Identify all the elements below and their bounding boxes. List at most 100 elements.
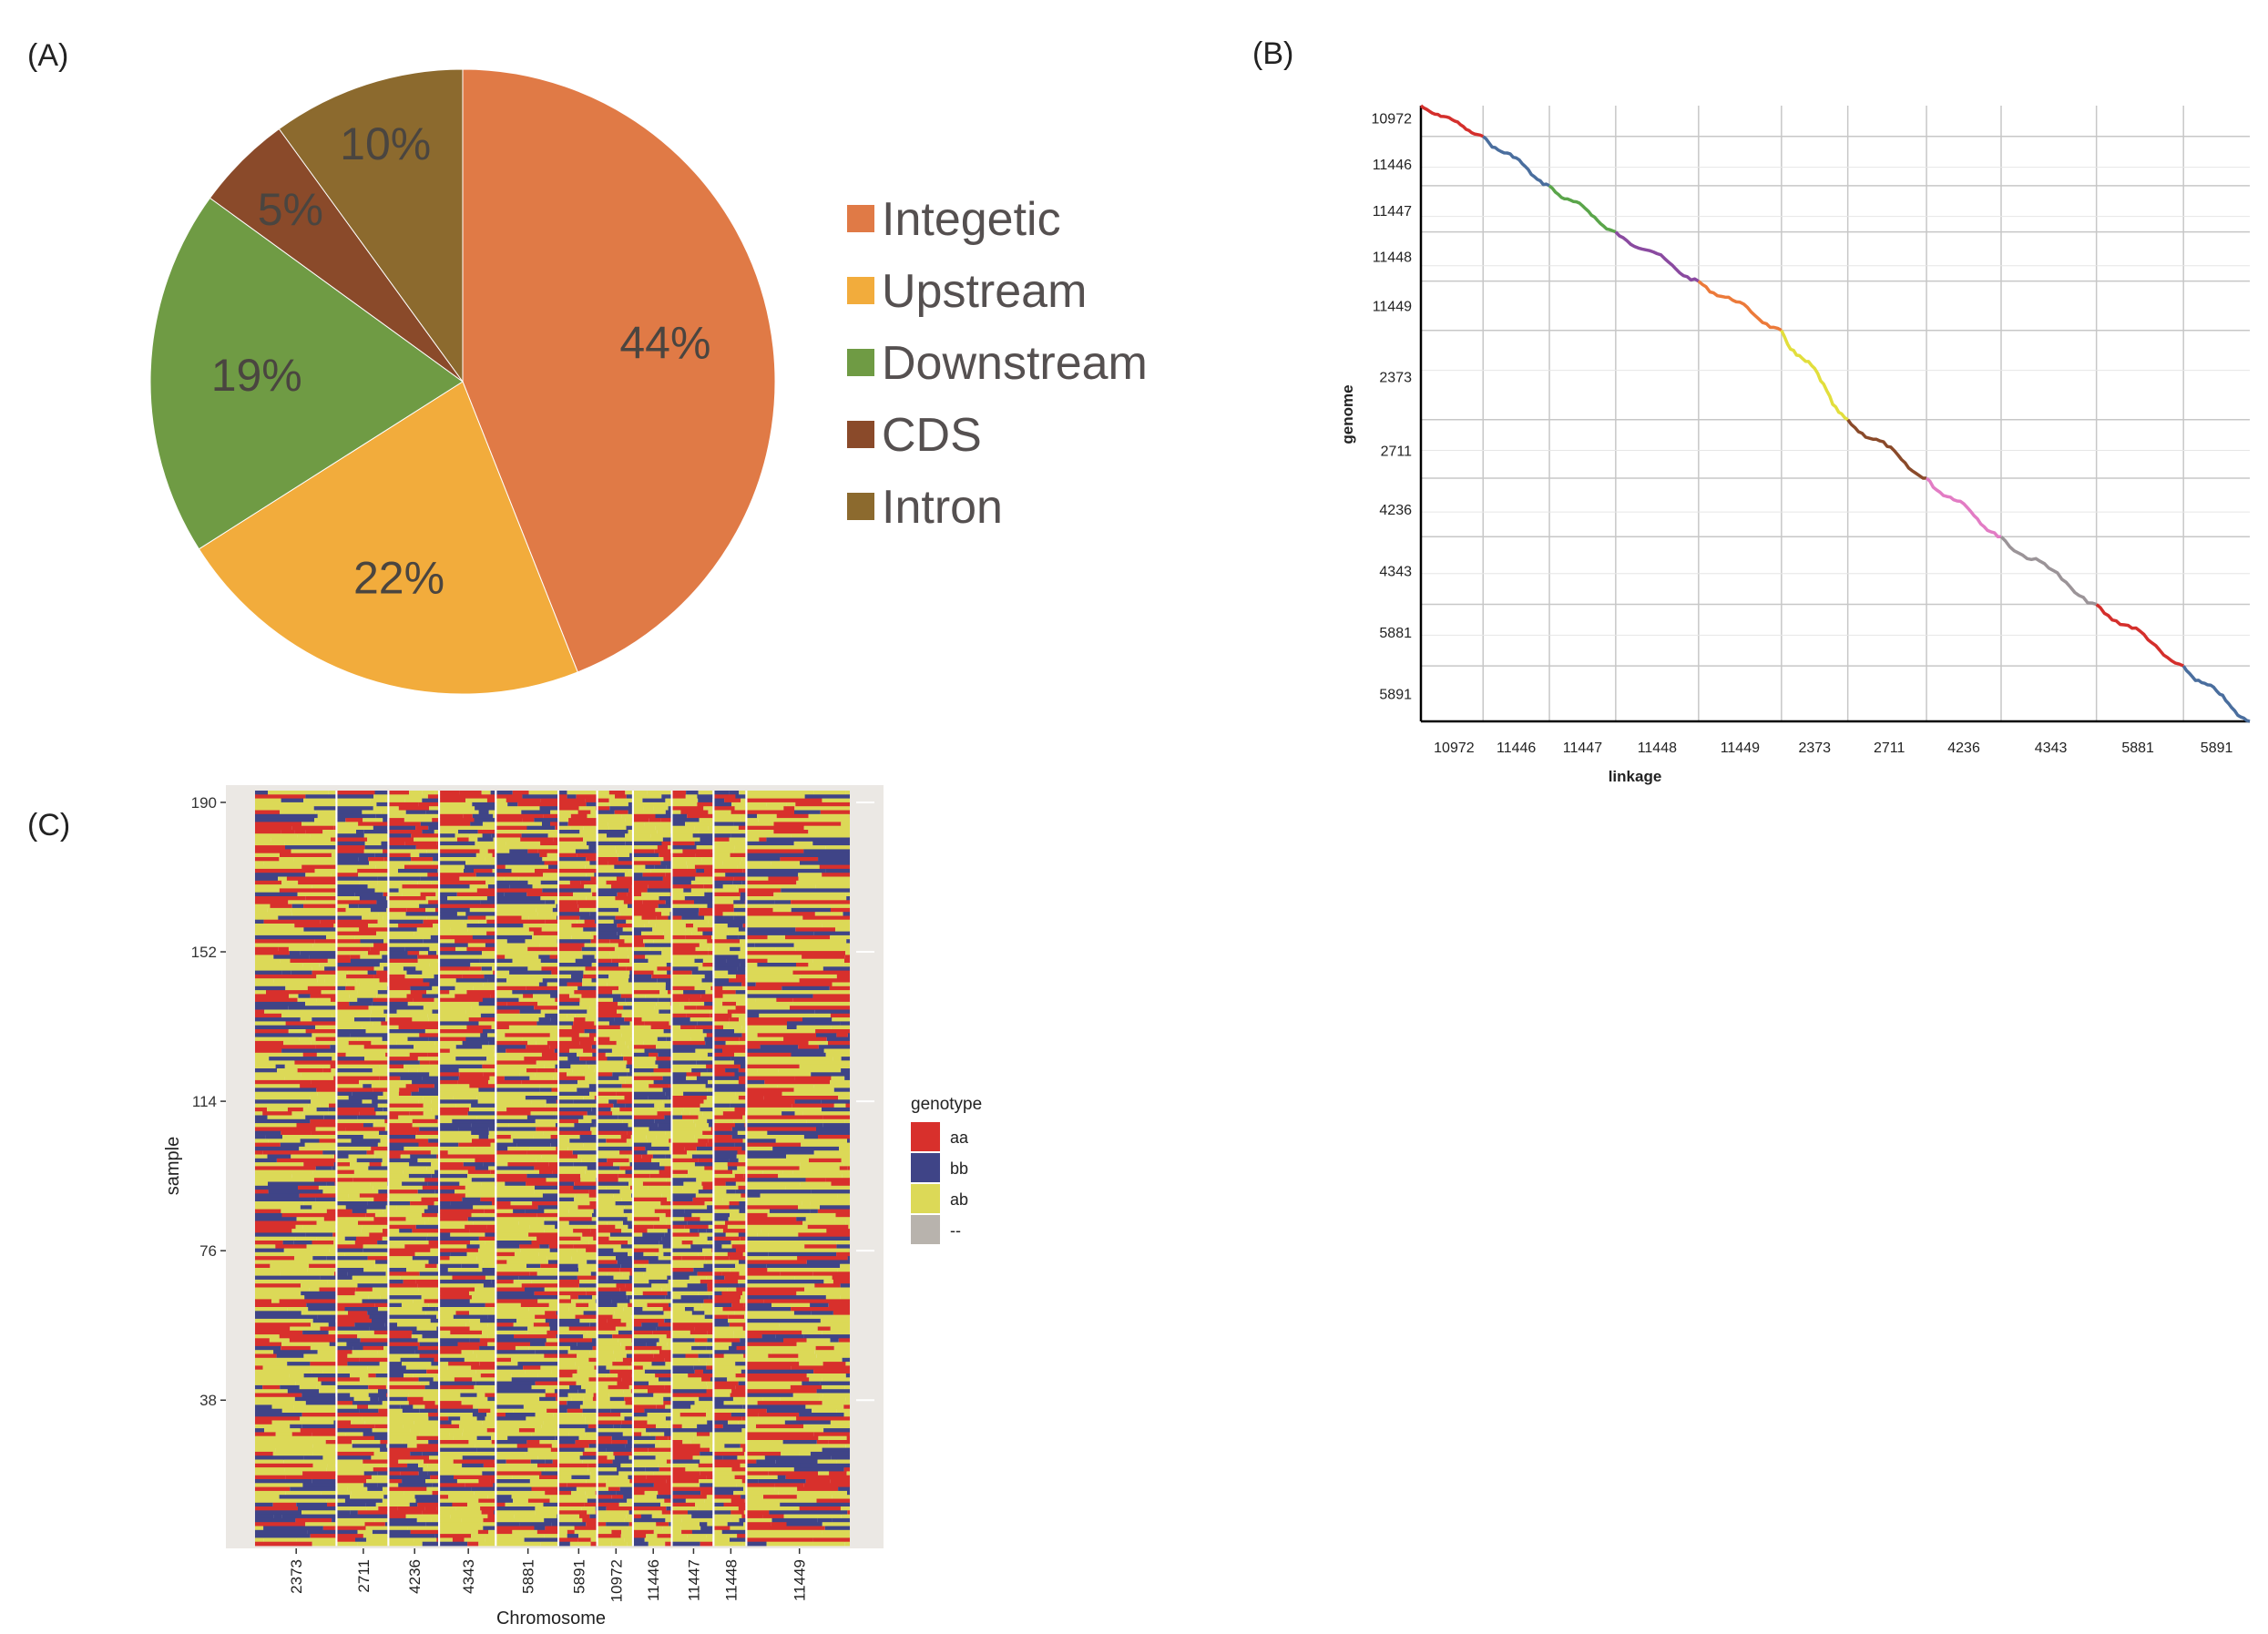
genotype-cell <box>542 978 557 983</box>
genotype-cell <box>669 1021 671 1026</box>
genotype-cell <box>255 876 279 882</box>
genotype-cell <box>598 1279 626 1284</box>
genotype-cell <box>337 924 368 928</box>
genotype-cell <box>714 1541 743 1547</box>
genotype-cell <box>396 1205 428 1210</box>
genotype-cell <box>440 1506 456 1511</box>
genotype-cell <box>633 1459 667 1465</box>
genotype-cell <box>598 1467 609 1472</box>
genotype-cell <box>321 1381 336 1386</box>
genotype-cell <box>426 1166 439 1171</box>
genotype-cell <box>275 1432 292 1437</box>
genotype-cell <box>440 1001 479 1006</box>
genotype-cell <box>549 1326 557 1332</box>
genotype-cell <box>633 1295 666 1300</box>
genotype-cell <box>662 1190 671 1194</box>
genotype-cell <box>633 1486 666 1492</box>
genotype-cell <box>576 1486 597 1492</box>
genotype-cell <box>741 798 746 803</box>
genotype-cell <box>485 1302 495 1308</box>
genotype-cell <box>440 1040 463 1046</box>
genotype-cell <box>598 861 608 865</box>
genotype-cell <box>672 1236 708 1241</box>
genotype-cell <box>472 813 494 819</box>
genotype-cell <box>389 1432 420 1437</box>
genotype-cell <box>656 1522 669 1527</box>
genotype-cell <box>505 864 548 870</box>
genotype-cell <box>337 876 378 882</box>
genotype-cell <box>486 798 495 803</box>
genotype-cell <box>483 1463 495 1468</box>
genotype-cell <box>333 1271 336 1276</box>
genotype-cell <box>585 798 597 803</box>
genotype-cell <box>672 1193 696 1199</box>
genotype-cell <box>633 1220 667 1226</box>
genotype-cell <box>540 896 558 901</box>
genotype-cell <box>598 1362 613 1366</box>
genotype-cell <box>547 1260 557 1265</box>
genotype-cell <box>328 1111 336 1116</box>
genotype-cell <box>471 1486 495 1492</box>
genotype-cell <box>691 1345 707 1351</box>
genotype-cell <box>583 1334 597 1339</box>
genotype-cell <box>672 1072 687 1077</box>
genotype-cell <box>363 1471 378 1476</box>
genotype-cell <box>404 864 438 870</box>
genotype-cell <box>368 951 380 955</box>
genotype-cell <box>337 1127 346 1132</box>
genotype-cell <box>581 946 597 952</box>
genotype-cell <box>714 1287 728 1292</box>
genotype-cell <box>455 1190 495 1194</box>
genotype-cell <box>382 955 388 960</box>
genotype-cell <box>737 1455 746 1460</box>
genotype-cell <box>496 1510 536 1515</box>
genotype-cell <box>301 1413 336 1417</box>
genotype-cell <box>614 1017 625 1022</box>
genotype-cell <box>624 939 632 944</box>
genotype-cell <box>658 1052 671 1057</box>
genotype-cell <box>496 1384 532 1390</box>
genotype-cell <box>641 1154 653 1159</box>
genotype-cell <box>496 1251 515 1257</box>
genotype-cell <box>699 907 713 913</box>
genotype-cell <box>739 1017 746 1022</box>
genotype-cell <box>312 966 325 971</box>
genotype-cell <box>337 1150 367 1155</box>
genotype-cell <box>618 1001 627 1006</box>
genotype-cell <box>633 924 645 928</box>
genotype-cell <box>618 1178 628 1182</box>
genotype-cell <box>731 1127 746 1132</box>
genotype-cell <box>337 1236 345 1241</box>
genotype-cell <box>255 1173 292 1179</box>
genotype-cell <box>559 1506 582 1511</box>
genotype-cell <box>337 1268 364 1272</box>
genotype-cell <box>583 825 597 831</box>
genotype-cell <box>255 1232 306 1238</box>
genotype-cell <box>714 1408 742 1414</box>
genotype-cell <box>628 1467 632 1472</box>
genotype-cell <box>440 1185 465 1190</box>
genotype-cell <box>496 822 542 827</box>
genotype-cell <box>672 810 681 815</box>
genotype-cell <box>440 915 468 921</box>
genotype-cell <box>681 1256 705 1261</box>
genotype-cell <box>672 1185 683 1190</box>
genotype-cell <box>591 1107 597 1112</box>
genotype-cell <box>559 825 571 831</box>
genotype-cell <box>332 1057 336 1061</box>
genotype-cell <box>672 946 696 952</box>
genotype-cell <box>380 1447 388 1453</box>
genotype-cell <box>291 1229 336 1233</box>
genotype-cell <box>291 1173 336 1179</box>
genotype-cell <box>633 1232 643 1238</box>
genotype-cell <box>633 864 646 870</box>
x-tick-5881: 5881 <box>2121 740 2154 756</box>
genotype-cell <box>398 1091 412 1097</box>
curve-segment-10972 <box>1419 104 1485 138</box>
genotype-cell <box>661 1420 671 1425</box>
genotype-cell <box>633 880 655 885</box>
genotype-cell <box>337 1393 351 1398</box>
genotype-cell <box>525 1287 545 1292</box>
genotype-cell <box>280 853 332 858</box>
genotype-cell <box>559 1537 578 1543</box>
